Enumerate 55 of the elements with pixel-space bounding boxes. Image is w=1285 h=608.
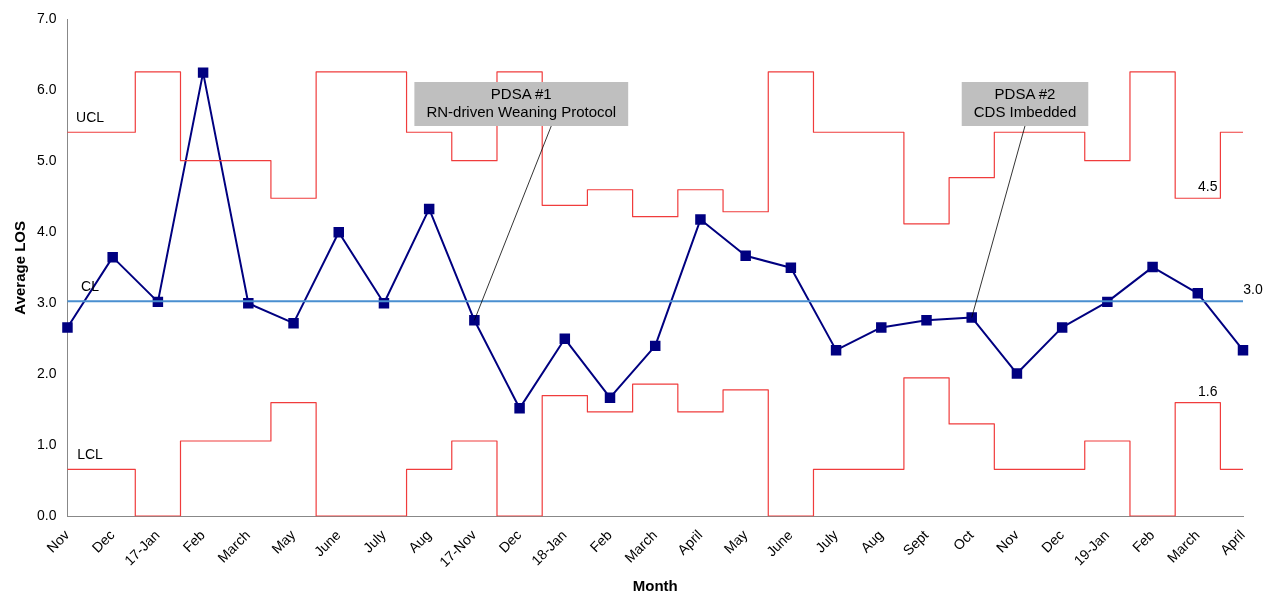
x-tick-label: May bbox=[268, 526, 299, 557]
x-axis-title: Month bbox=[632, 577, 678, 595]
data-label: 4.5 bbox=[1198, 178, 1218, 195]
data-label: 1.6 bbox=[1198, 382, 1218, 399]
y-tick-label: 4.0 bbox=[36, 223, 57, 240]
point bbox=[1011, 368, 1023, 379]
point bbox=[604, 392, 616, 403]
x-tick-label: Dec bbox=[1038, 526, 1067, 556]
x-tick-label: Dec bbox=[88, 526, 118, 556]
point bbox=[333, 227, 344, 238]
annotation: PDSA #1 RN-driven Weaning Protocol bbox=[426, 84, 617, 120]
x-tick-label: Feb bbox=[586, 526, 616, 556]
x-tick-label: May bbox=[720, 526, 751, 557]
point bbox=[966, 312, 977, 323]
point bbox=[559, 333, 571, 345]
point bbox=[423, 203, 435, 215]
y-tick-label: 6.0 bbox=[36, 81, 57, 98]
y-axis-title: Average LOS bbox=[11, 220, 29, 315]
point bbox=[1237, 344, 1249, 356]
point bbox=[107, 251, 118, 263]
point bbox=[514, 403, 525, 414]
point bbox=[469, 315, 480, 326]
x-tick-label: Feb bbox=[1129, 526, 1158, 556]
point bbox=[649, 340, 661, 352]
series-label: UCL bbox=[76, 109, 105, 126]
x-tick-label: Nov bbox=[992, 526, 1022, 556]
point bbox=[695, 214, 706, 225]
x-tick-label: Oct bbox=[949, 526, 977, 554]
point bbox=[62, 322, 73, 333]
x-tick-label: Aug bbox=[405, 526, 435, 556]
point bbox=[1192, 288, 1204, 299]
point bbox=[197, 67, 209, 78]
point bbox=[921, 315, 932, 326]
series-label: LCL bbox=[77, 446, 104, 463]
annotation: PDSA #2 CDS Imbedded bbox=[973, 84, 1077, 120]
x-tick-label: Aug bbox=[857, 526, 887, 556]
point bbox=[785, 262, 797, 274]
data-label: 3.0 bbox=[1243, 281, 1263, 298]
y-tick-label: 7.0 bbox=[36, 10, 57, 27]
point bbox=[876, 322, 887, 333]
point bbox=[830, 344, 842, 356]
y-tick-label: 1.0 bbox=[36, 436, 57, 453]
point bbox=[288, 317, 299, 329]
x-tick-label: July bbox=[812, 526, 841, 556]
x-tick-label: July bbox=[359, 526, 389, 556]
x-tick-label: Feb bbox=[179, 526, 209, 556]
y-tick-label: 3.0 bbox=[36, 294, 57, 311]
x-tick-label: Dec bbox=[495, 526, 525, 556]
point bbox=[740, 250, 751, 261]
y-tick-label: 2.0 bbox=[36, 365, 57, 382]
y-tick-label: 5.0 bbox=[36, 152, 57, 169]
point bbox=[1147, 261, 1158, 273]
x-tick-label: Nov bbox=[43, 526, 73, 556]
point bbox=[1056, 322, 1068, 333]
y-tick-label: 0.0 bbox=[36, 507, 57, 524]
